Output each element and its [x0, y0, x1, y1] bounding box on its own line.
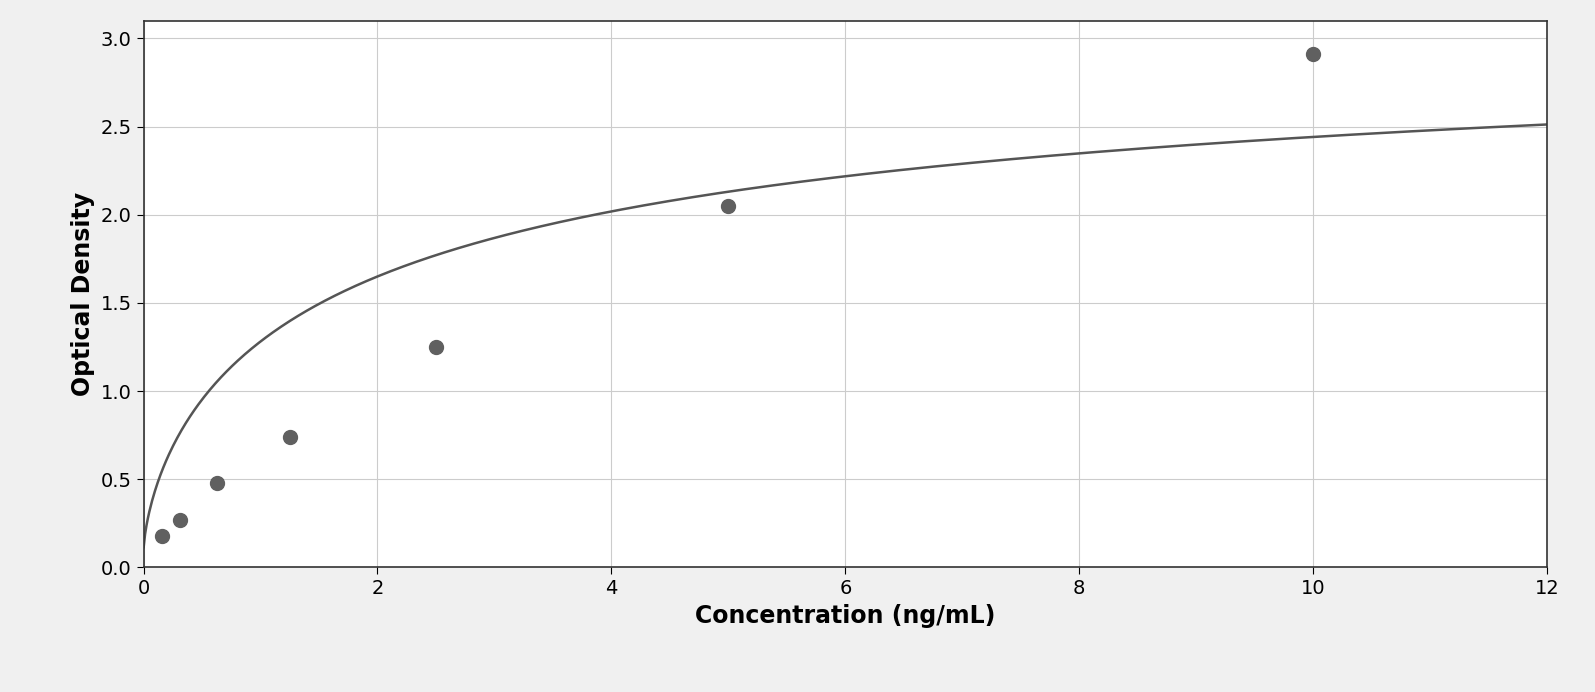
Point [278, 431, 303, 442]
X-axis label: Concentration (ng/mL): Concentration (ng/mL) [695, 604, 995, 628]
Point [204, 477, 230, 489]
Point [716, 201, 742, 212]
Point [167, 514, 193, 525]
Y-axis label: Optical Density: Optical Density [72, 192, 96, 396]
Point [423, 341, 448, 352]
Point [148, 530, 174, 541]
Point [1300, 48, 1325, 60]
